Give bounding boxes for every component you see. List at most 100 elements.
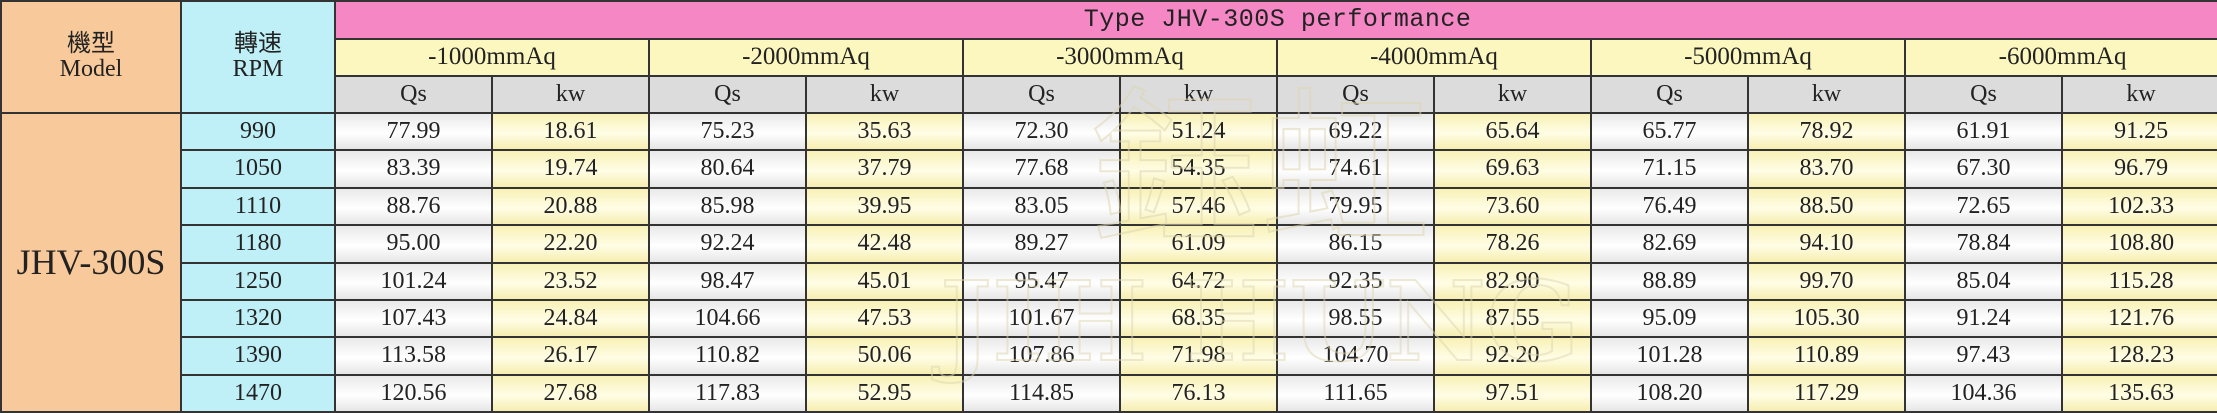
table-row: 1320 107.43 24.84 104.66 47.53 101.67 68.35 98.… — [1, 298, 2217, 339]
qs-subheader: Qs — [1276, 75, 1435, 114]
kw-subheader: kw — [491, 75, 650, 114]
kw-cell: 108.80 — [2060, 224, 2217, 264]
rpm-value: 1470 — [180, 373, 336, 413]
kw-cell: 96.79 — [2060, 149, 2217, 189]
kw-cell: 73.60 — [1433, 186, 1592, 227]
rpm-value: 1050 — [180, 149, 336, 189]
kw-cell: 92.20 — [1433, 336, 1592, 376]
qs-cell: 107.43 — [334, 298, 493, 339]
table-row: 1180 95.00 22.20 92.24 42.48 89.27 61.09 86.15 7… — [1, 224, 2217, 264]
qs-cell: 95.47 — [962, 261, 1121, 301]
rpm-value: 990 — [180, 111, 336, 152]
qs-cell: 92.35 — [1276, 261, 1435, 301]
rpm-header: 轉速 RPM — [180, 0, 336, 114]
qs-cell: 101.28 — [1590, 336, 1749, 376]
table-row: 1390 113.58 26.17 110.82 50.06 107.86 71.98 104… — [1, 336, 2217, 376]
pressure-header: -4000mmAq — [1276, 38, 1592, 77]
qs-subheader: Qs — [648, 75, 807, 114]
qs-cell: 97.43 — [1904, 336, 2063, 376]
kw-cell: 54.35 — [1119, 149, 1278, 189]
kw-cell: 20.88 — [491, 186, 650, 227]
kw-cell: 88.50 — [1747, 186, 1906, 227]
kw-cell: 135.63 — [2060, 373, 2217, 413]
qs-cell: 80.64 — [648, 149, 807, 189]
kw-cell: 115.28 — [2060, 261, 2217, 301]
kw-cell: 24.84 — [491, 298, 650, 339]
qs-cell: 104.36 — [1904, 373, 2063, 413]
kw-subheader: kw — [2060, 75, 2217, 114]
qs-cell: 67.30 — [1904, 149, 2063, 189]
kw-cell: 42.48 — [805, 224, 964, 264]
table-row: 1470 120.56 27.68 117.83 52.95 114.85 76.13 111… — [1, 373, 2217, 413]
kw-cell: 117.29 — [1747, 373, 1906, 413]
subheader-row: Qs kw Qs kw Qs kw Qs kw Qs kw Qs kw — [1, 75, 2217, 114]
qs-cell: 78.84 — [1904, 224, 2063, 264]
rpm-value: 1180 — [180, 224, 336, 264]
table-row: 1250 101.24 23.52 98.47 45.01 95.47 64.72 92.35… — [1, 261, 2217, 301]
qs-cell: 117.83 — [648, 373, 807, 413]
kw-cell: 121.76 — [2060, 298, 2217, 339]
qs-cell: 104.70 — [1276, 336, 1435, 376]
qs-cell: 85.04 — [1904, 261, 2063, 301]
kw-cell: 26.17 — [491, 336, 650, 376]
table-row: JHV-300S 990 77.99 18.61 75.23 35.63 72.30 51.2… — [0, 111, 2217, 413]
kw-cell: 57.46 — [1119, 186, 1278, 227]
qs-subheader: Qs — [1904, 75, 2063, 114]
kw-cell: 87.55 — [1433, 298, 1592, 339]
qs-cell: 108.20 — [1590, 373, 1749, 413]
model-header-en: Model — [59, 56, 123, 82]
kw-cell: 61.09 — [1119, 224, 1278, 264]
rpm-value: 1320 — [180, 298, 336, 339]
qs-cell: 113.58 — [334, 336, 493, 376]
pressure-header: -6000mmAq — [1903, 38, 2217, 77]
qs-cell: 95.00 — [334, 224, 493, 264]
qs-cell: 77.99 — [334, 111, 493, 152]
qs-cell: 83.05 — [962, 186, 1121, 227]
pressure-header: -2000mmAq — [648, 38, 964, 77]
rpm-value: 1110 — [180, 186, 336, 227]
kw-subheader: kw — [1747, 75, 1906, 114]
qs-cell: 74.61 — [1276, 149, 1435, 189]
model-header-zh: 機型 — [67, 30, 115, 57]
kw-cell: 50.06 — [805, 336, 964, 376]
table-title: Type JHV-300S performance — [333, 0, 2217, 40]
pressure-row: -1000mmAq -2000mmAq -3000mmAq -4000mmAq -500… — [1, 38, 2217, 77]
qs-cell: 101.24 — [334, 261, 493, 301]
kw-cell: 91.25 — [2060, 111, 2217, 152]
qs-cell: 69.22 — [1276, 111, 1435, 152]
kw-cell: 78.92 — [1747, 111, 1906, 152]
rpm-header-en: RPM — [232, 56, 284, 82]
rpm-header-zh: 轉速 — [234, 30, 282, 57]
qs-cell: 111.65 — [1276, 373, 1435, 413]
kw-subheader: kw — [805, 75, 964, 114]
kw-cell: 23.52 — [491, 261, 650, 301]
qs-cell: 83.39 — [334, 149, 493, 189]
kw-cell: 27.68 — [491, 373, 650, 413]
kw-subheader: kw — [1119, 75, 1278, 114]
pressure-header: -5000mmAq — [1590, 38, 1906, 77]
kw-cell: 37.79 — [805, 149, 964, 189]
kw-cell: 47.53 — [805, 298, 964, 339]
qs-cell: 71.15 — [1590, 149, 1749, 189]
kw-cell: 64.72 — [1119, 261, 1278, 301]
qs-cell: 88.76 — [334, 186, 493, 227]
kw-cell: 22.20 — [491, 224, 650, 264]
qs-cell: 114.85 — [962, 373, 1121, 413]
kw-cell: 102.33 — [2060, 186, 2217, 227]
model-header: 機型 Model — [0, 0, 182, 114]
rpm-value: 1250 — [180, 261, 336, 301]
qs-cell: 95.09 — [1590, 298, 1749, 339]
qs-cell: 79.95 — [1276, 186, 1435, 227]
kw-cell: 97.51 — [1433, 373, 1592, 413]
kw-cell: 52.95 — [805, 373, 964, 413]
kw-subheader: kw — [1433, 75, 1592, 114]
qs-cell: 85.98 — [648, 186, 807, 227]
qs-cell: 77.68 — [962, 149, 1121, 189]
kw-cell: 82.90 — [1433, 261, 1592, 301]
kw-cell: 35.63 — [805, 111, 964, 152]
pressure-header: -1000mmAq — [334, 38, 650, 77]
kw-cell: 69.63 — [1433, 149, 1592, 189]
kw-cell: 110.89 — [1747, 336, 1906, 376]
qs-subheader: Qs — [334, 75, 493, 114]
pressure-header: -3000mmAq — [962, 38, 1278, 77]
